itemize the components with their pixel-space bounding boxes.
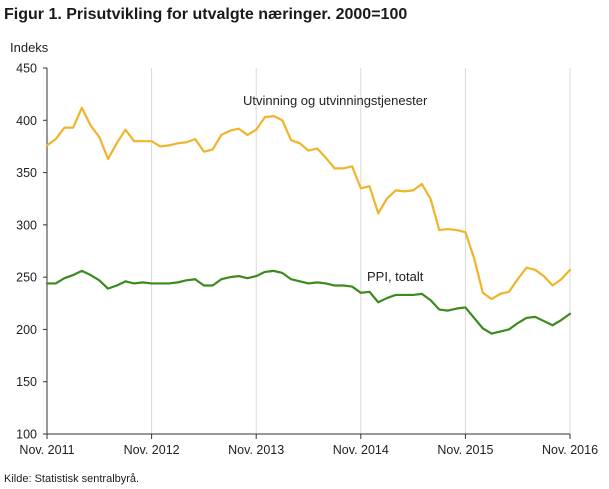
x-tick-label: Nov. 2014 — [333, 443, 389, 457]
axes — [43, 67, 571, 439]
series-lines — [45, 106, 572, 335]
chart-title: Figur 1. Prisutvikling for utvalgte næri… — [4, 6, 408, 23]
y-tick-label: 250 — [16, 271, 37, 285]
series-annotations: Utvinning og utvinningstjenester PPI, tot… — [243, 93, 428, 284]
y-tick-label: 400 — [16, 114, 37, 128]
y-tick-label: 350 — [16, 166, 37, 180]
x-tick-label: Nov. 2015 — [437, 443, 493, 457]
x-tick-label: Nov. 2016 — [542, 443, 598, 457]
x-tick-label: Nov. 2012 — [124, 443, 180, 457]
x-tick-label: Nov. 2013 — [228, 443, 284, 457]
grid-lines — [46, 68, 571, 434]
y-tick-label: 200 — [16, 323, 37, 337]
source-note: Kilde: Statistisk sentralbyrå. — [4, 473, 140, 485]
annotation-ppi-totalt: PPI, totalt — [367, 269, 424, 284]
tick-labels: Nov. 2011 Nov. 2012 Nov. 2013 Nov. 2014 Nov.… — [16, 62, 598, 458]
series-line-utvinning — [45, 106, 572, 301]
series-line-ppi-totalt — [45, 269, 572, 335]
y-tick-label: 300 — [16, 218, 37, 232]
y-tick-label: 150 — [16, 375, 37, 389]
annotation-utvinning: Utvinning og utvinningstjenester — [243, 93, 428, 108]
y-tick-label: 100 — [16, 428, 37, 442]
y-axis-label: Indeks — [10, 40, 49, 55]
y-tick-label: 450 — [16, 62, 37, 76]
x-tick-label: Nov. 2011 — [19, 443, 74, 457]
